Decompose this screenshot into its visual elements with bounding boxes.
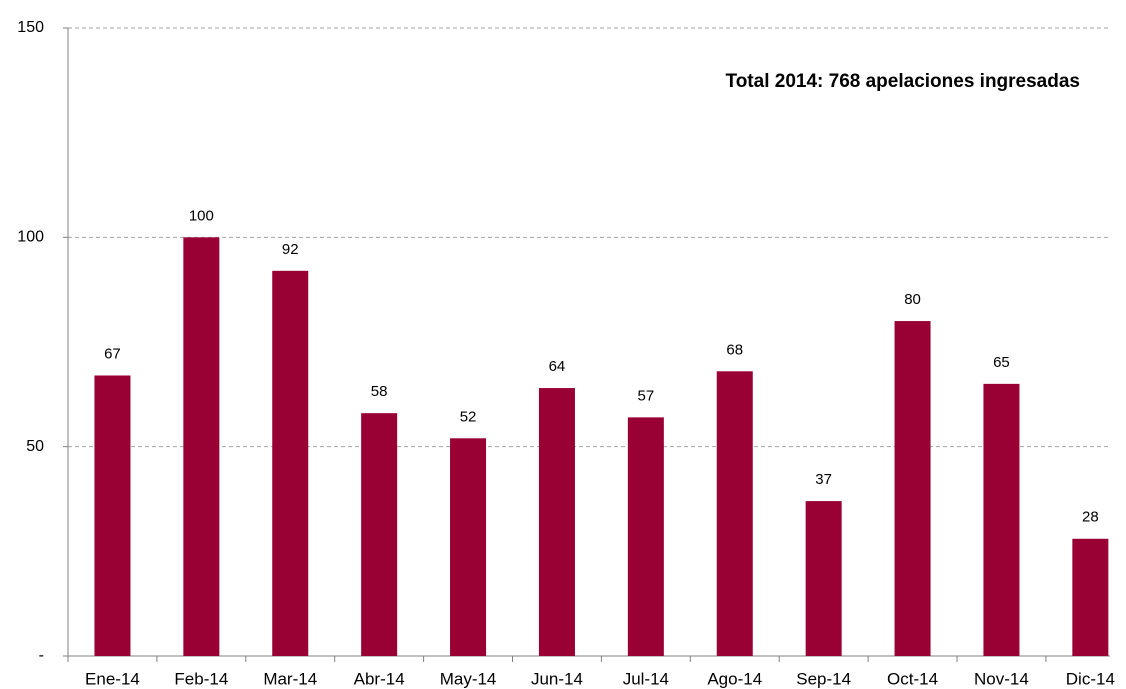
x-tick-label: Ene-14: [85, 669, 140, 688]
x-tick-label: May-14: [440, 669, 497, 688]
x-tick-label: Sep-14: [796, 669, 851, 688]
bar: [805, 501, 842, 656]
bar: [272, 270, 309, 656]
bar: [716, 371, 753, 656]
bar: [450, 438, 487, 656]
bar: [627, 417, 664, 656]
data-label: 80: [904, 291, 921, 308]
x-tick-label: Jul-14: [623, 669, 669, 688]
x-tick-label: Mar-14: [263, 669, 317, 688]
bar: [1072, 538, 1109, 656]
data-label: 58: [371, 383, 388, 400]
data-label: 57: [638, 387, 655, 404]
data-label: 92: [282, 241, 299, 258]
data-label: 67: [104, 345, 121, 362]
data-label: 65: [993, 354, 1010, 371]
bar: [183, 237, 220, 657]
x-tick-label: Dic-14: [1066, 669, 1115, 688]
y-tick-label: 150: [17, 19, 44, 36]
x-tick-label: Ago-14: [707, 669, 762, 688]
bar: [361, 413, 398, 656]
bar: [94, 375, 131, 656]
x-tick-label: Oct-14: [887, 669, 938, 688]
x-tick-label: Abr-14: [354, 669, 405, 688]
bar: [894, 321, 931, 656]
data-label: 68: [726, 341, 743, 358]
annotation: Total 2014: 768 apelaciones ingresadas: [726, 71, 1081, 92]
x-tick-label: Nov-14: [974, 669, 1029, 688]
y-tick-label: 100: [17, 229, 44, 246]
x-tick-label: Jun-14: [531, 669, 583, 688]
data-label: 37: [815, 471, 832, 488]
data-label: 64: [549, 358, 566, 375]
y-tick-label: 50: [26, 438, 44, 455]
data-label: 28: [1082, 509, 1099, 526]
bar: [538, 388, 575, 656]
x-tick-label: Feb-14: [174, 669, 228, 688]
bar: [983, 383, 1020, 656]
data-label: 52: [460, 408, 477, 425]
data-label: 100: [189, 207, 214, 224]
y-tick-label: -: [39, 647, 44, 664]
